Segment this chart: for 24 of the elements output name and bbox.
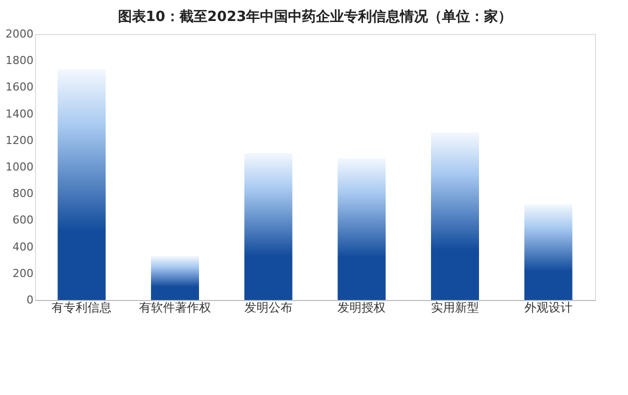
y-tick-label: 0 — [26, 294, 34, 306]
y-tick-label: 800 — [12, 187, 34, 200]
bar — [244, 153, 292, 300]
x-tick-label: 有专利信息 — [52, 300, 112, 314]
bar — [524, 204, 572, 300]
y-tick-label: 600 — [12, 214, 34, 227]
y-tick-label: 400 — [12, 240, 34, 254]
chart-title: 图表10：截至2023年中国中药企业专利信息情况（单位：家） — [118, 8, 512, 25]
y-tick-label: 1600 — [6, 80, 34, 94]
y-tick-label: 1400 — [6, 107, 34, 120]
x-tick-label: 发明授权 — [338, 300, 386, 314]
x-tick-label: 有软件著作权 — [139, 300, 211, 314]
y-tick-label: 2000 — [6, 28, 34, 40]
y-tick-label: 1800 — [6, 54, 34, 68]
x-tick-label: 实用新型 — [431, 300, 479, 314]
y-tick-label: 1200 — [6, 134, 34, 147]
x-tick-label: 外观设计 — [524, 300, 572, 314]
bar — [58, 69, 106, 300]
bar — [338, 158, 386, 300]
y-tick-label: 200 — [12, 266, 34, 280]
bar — [151, 256, 199, 300]
bar — [431, 132, 479, 300]
x-tick-label: 发明公布 — [244, 300, 292, 314]
y-tick-label: 1000 — [6, 160, 34, 174]
